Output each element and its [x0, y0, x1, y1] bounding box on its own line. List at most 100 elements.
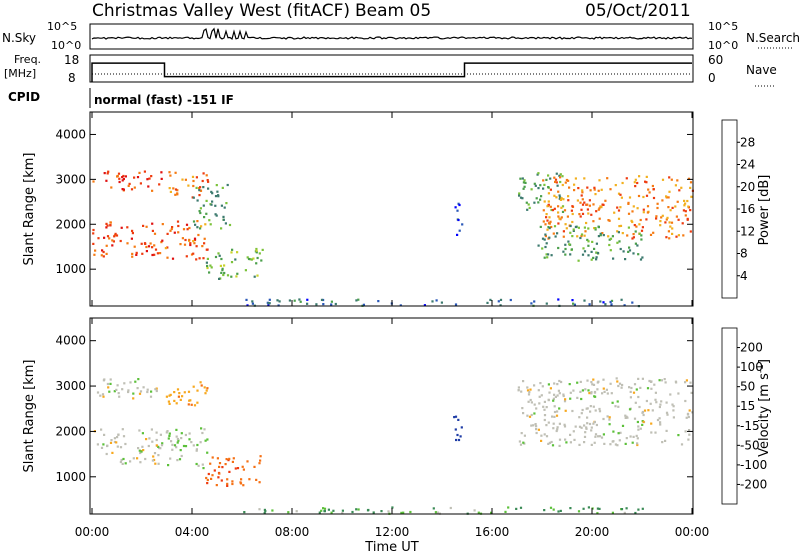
power-echo-cell	[627, 226, 630, 229]
velocity-echo-cell	[115, 441, 118, 444]
power-echo-cell	[581, 253, 585, 256]
power-echo-cell	[545, 253, 548, 256]
velocity-echo-cell	[109, 441, 113, 444]
power-echo-cell	[674, 205, 677, 208]
velocity-echo-cell	[540, 394, 543, 397]
power-echo-cell	[576, 199, 579, 202]
power-echo-cell	[130, 237, 133, 240]
power-echo-cell	[664, 221, 667, 224]
power-echo-cell	[276, 299, 279, 302]
power-echo-cell	[97, 237, 100, 240]
power-echo-cell	[139, 182, 142, 185]
power-echo-cell	[682, 234, 685, 237]
velocity-echo-cell	[520, 432, 523, 435]
power-echo-cell	[684, 202, 687, 205]
power-echo-cell	[203, 242, 206, 245]
power-echo-cell	[160, 241, 163, 244]
velocity-colorbar-label-end: ]	[757, 359, 772, 364]
velocity-echo-cell	[209, 462, 212, 465]
power-echo-cell	[526, 208, 529, 211]
velocity-echo-cell	[215, 484, 218, 487]
power-echo-cell	[550, 208, 553, 212]
velocity-echo-cell	[619, 431, 622, 434]
velocity-echo-cell	[616, 400, 619, 403]
power-echo-cell	[133, 186, 136, 189]
n-sky-series	[91, 27, 693, 41]
power-echo-cell	[131, 252, 134, 255]
power-echo-cell	[192, 240, 195, 243]
velocity-echo-cell	[598, 410, 602, 413]
velocity-echo-cell	[203, 428, 206, 431]
power-echo-cell	[593, 247, 596, 250]
power-echo-cell	[196, 226, 199, 229]
velocity-echo-cell	[102, 443, 105, 446]
velocity-echo-cell	[677, 392, 680, 395]
velocity-echo-cell	[323, 507, 327, 510]
velocity-echo-cell	[688, 429, 691, 432]
power-echo-cell	[210, 190, 213, 193]
power-echo-cell	[674, 184, 677, 187]
power-echo-cell	[355, 299, 358, 302]
power-echo-cell	[399, 304, 402, 307]
power-echo-cell	[189, 243, 192, 247]
power-echo-cell	[521, 197, 524, 200]
velocity-echo-cell	[226, 482, 229, 485]
velocity-echo-cell	[612, 430, 615, 433]
power-echo-cell	[557, 215, 560, 218]
power-echo-cell	[547, 200, 550, 203]
n-search-label: N.Search	[746, 31, 800, 45]
velocity-echo-cell	[351, 510, 354, 514]
velocity-echo-cell	[635, 434, 638, 437]
velocity-echo-cell	[540, 434, 543, 437]
power-echo-cell	[166, 232, 169, 235]
power-echo-cell	[597, 235, 600, 238]
velocity-echo-cell	[625, 437, 628, 440]
power-echo-cell	[206, 179, 209, 182]
power-echo-cell	[586, 203, 589, 206]
power-echo-cell	[580, 194, 583, 197]
power-echo-cell	[131, 232, 134, 235]
power-echo-cell	[151, 246, 154, 249]
power-echo-cell	[186, 228, 189, 231]
velocity-echo-cell	[633, 383, 637, 386]
power-echo-cell	[556, 232, 559, 235]
power-echo-cell	[454, 206, 457, 209]
velocity-echo-cell	[641, 377, 644, 380]
power-echo-cell	[207, 180, 210, 183]
power-echo-cell	[548, 236, 551, 239]
power-echo-cell	[528, 206, 531, 209]
power-echo-cell	[135, 251, 138, 254]
velocity-echo-cell	[190, 403, 193, 406]
velocity-echo-cell	[132, 457, 135, 460]
velocity-echo-cell	[193, 404, 197, 407]
power-echo-cell	[219, 277, 222, 280]
velocity-echo-cell	[632, 391, 636, 394]
velocity-echo-cell	[569, 441, 572, 444]
velocity-echo-cell	[590, 443, 593, 446]
velocity-echo-cell	[151, 440, 154, 443]
power-echo-cell	[160, 171, 163, 174]
power-echo-cell	[598, 217, 601, 220]
velocity-echo-cell	[637, 428, 640, 431]
power-echo-cell	[219, 264, 222, 267]
power-echo-cell	[549, 205, 552, 208]
power-echo-cell	[587, 212, 590, 215]
velocity-echo-cell	[587, 389, 590, 392]
power-echo-cell	[622, 250, 625, 253]
velocity-echo-cell	[115, 388, 118, 391]
power-ytick-label: 1000	[55, 262, 86, 276]
velocity-echo-cell	[259, 455, 262, 458]
power-echo-cell	[569, 253, 572, 256]
power-echo-cell	[573, 183, 576, 186]
velocity-echo-cell	[580, 397, 583, 401]
velocity-echo-cell	[196, 389, 199, 392]
power-echo-cell	[461, 223, 464, 226]
velocity-echo-cell	[248, 478, 251, 481]
velocity-echo-cell	[557, 389, 560, 392]
power-echo-cell	[652, 231, 655, 234]
velocity-echo-cell	[602, 433, 605, 436]
power-echo-cell	[623, 304, 626, 307]
power-echo-cell	[656, 206, 659, 210]
power-echo-cell	[198, 210, 201, 213]
velocity-echo-cell	[586, 407, 589, 410]
